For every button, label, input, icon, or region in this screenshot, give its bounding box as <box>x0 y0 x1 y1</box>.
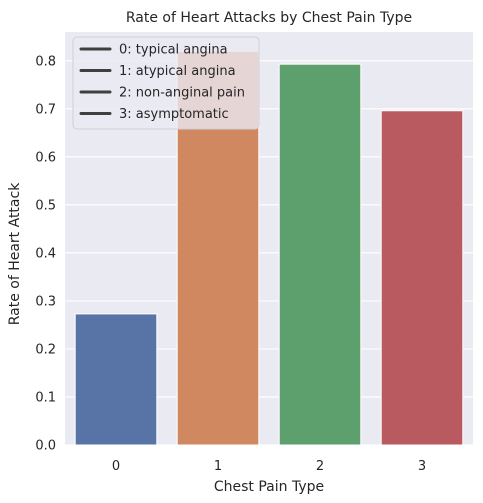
y-tick-label: 0.0 <box>35 439 56 454</box>
y-axis-label: Rate of Heart Attack <box>7 182 23 325</box>
x-tick-label: 0 <box>112 459 120 474</box>
y-tick-label: 0.3 <box>35 294 56 309</box>
legend: 0: typical angina 1: atypical angina 2: no… <box>72 36 260 130</box>
legend-entry: 3: asymptomatic <box>119 107 229 122</box>
y-tick-label: 0.7 <box>35 102 56 117</box>
x-axis-label: Chest Pain Type <box>214 479 324 495</box>
y-tick-labels: 0.0 0.1 0.2 0.3 0.4 0.5 0.6 0.7 0.8 <box>35 54 56 453</box>
legend-entry: 1: atypical angina <box>119 64 236 79</box>
y-tick-label: 0.8 <box>35 54 56 69</box>
x-tick-label: 2 <box>316 459 324 474</box>
x-tick-label: 1 <box>214 459 222 474</box>
bar-0 <box>74 313 158 446</box>
x-tick-labels: 0 1 2 3 <box>112 459 426 474</box>
y-tick-label: 0.4 <box>35 246 56 261</box>
chart-title: Rate of Heart Attacks by Chest Pain Type <box>126 10 412 26</box>
legend-entry: 0: typical angina <box>119 43 228 58</box>
bar-3 <box>380 110 464 446</box>
legend-entry: 2: non-anginal pain <box>119 86 245 101</box>
y-tick-label: 0.1 <box>35 390 56 405</box>
bar-2 <box>278 63 362 446</box>
y-tick-label: 0.2 <box>35 342 56 357</box>
x-tick-label: 3 <box>418 459 426 474</box>
y-tick-label: 0.6 <box>35 150 56 165</box>
legend-box <box>72 36 260 130</box>
y-tick-label: 0.5 <box>35 198 56 213</box>
